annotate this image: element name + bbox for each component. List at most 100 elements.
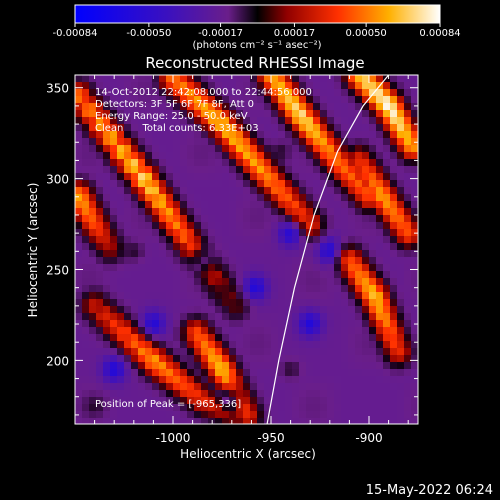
heatmap-cell	[390, 187, 397, 194]
heatmap-cell	[229, 110, 236, 117]
heatmap-cell	[320, 362, 327, 369]
heatmap-cell	[201, 362, 208, 369]
heatmap-cell	[327, 159, 334, 166]
heatmap-cell	[82, 159, 89, 166]
heatmap-cell	[124, 404, 131, 411]
heatmap-cell	[124, 320, 131, 327]
heatmap-cell	[264, 75, 271, 82]
heatmap-cell	[208, 159, 215, 166]
heatmap-cell	[278, 159, 285, 166]
heatmap-cell	[383, 117, 390, 124]
heatmap-cell	[166, 194, 173, 201]
plot-title: Reconstructed RHESSI Image	[145, 54, 364, 72]
heatmap-cell	[243, 159, 250, 166]
heatmap-cell	[341, 180, 348, 187]
heatmap-cell	[145, 383, 152, 390]
heatmap-cell	[404, 201, 411, 208]
heatmap-cell	[327, 390, 334, 397]
heatmap-cell	[138, 215, 145, 222]
heatmap-cell	[369, 89, 376, 96]
heatmap-cell	[215, 180, 222, 187]
heatmap-cell	[82, 299, 89, 306]
heatmap-cell	[390, 257, 397, 264]
heatmap-cell	[131, 411, 138, 418]
heatmap-cell	[201, 117, 208, 124]
heatmap-cell	[383, 138, 390, 145]
heatmap-cell	[369, 236, 376, 243]
heatmap-cell	[138, 404, 145, 411]
heatmap-cell	[383, 292, 390, 299]
heatmap-cell	[271, 208, 278, 215]
heatmap-cell	[313, 110, 320, 117]
heatmap-cell	[355, 229, 362, 236]
heatmap-cell	[362, 187, 369, 194]
heatmap-cell	[215, 341, 222, 348]
heatmap-cell	[313, 243, 320, 250]
heatmap-cell	[404, 334, 411, 341]
heatmap-cell	[180, 103, 187, 110]
heatmap-cell	[285, 173, 292, 180]
heatmap-cell	[334, 229, 341, 236]
heatmap-cell	[397, 110, 404, 117]
heatmap-cell	[166, 355, 173, 362]
heatmap-cell	[103, 397, 110, 404]
heatmap-cell	[131, 257, 138, 264]
heatmap-cell	[124, 117, 131, 124]
heatmap-cell	[383, 229, 390, 236]
heatmap-cell	[96, 82, 103, 89]
heatmap-cell	[243, 96, 250, 103]
heatmap-cell	[271, 201, 278, 208]
heatmap-cell	[173, 194, 180, 201]
heatmap-cell	[257, 152, 264, 159]
heatmap-cell	[341, 306, 348, 313]
heatmap-cell	[334, 145, 341, 152]
heatmap-cell	[383, 145, 390, 152]
heatmap-cell	[89, 306, 96, 313]
heatmap-cell	[222, 96, 229, 103]
heatmap-cell	[397, 411, 404, 418]
heatmap-cell	[362, 236, 369, 243]
heatmap-cell	[194, 292, 201, 299]
heatmap-cell	[313, 187, 320, 194]
heatmap-cell	[285, 271, 292, 278]
heatmap-cell	[257, 250, 264, 257]
heatmap-cell	[348, 222, 355, 229]
heatmap-cell	[264, 313, 271, 320]
heatmap-cell	[110, 187, 117, 194]
heatmap-cell	[229, 103, 236, 110]
heatmap-cell	[383, 180, 390, 187]
heatmap-cell	[369, 110, 376, 117]
heatmap-cell	[166, 369, 173, 376]
heatmap-cell	[208, 404, 215, 411]
heatmap-cell	[243, 404, 250, 411]
heatmap-cell	[187, 278, 194, 285]
heatmap-cell	[215, 243, 222, 250]
heatmap-cell	[327, 334, 334, 341]
heatmap-cell	[117, 187, 124, 194]
heatmap-cell	[75, 292, 82, 299]
heatmap-cell	[194, 96, 201, 103]
heatmap-cell	[208, 194, 215, 201]
heatmap-cell	[250, 82, 257, 89]
heatmap-cell	[348, 348, 355, 355]
heatmap-cell	[103, 215, 110, 222]
heatmap-cell	[110, 208, 117, 215]
heatmap-cell	[397, 292, 404, 299]
heatmap-cell	[145, 313, 152, 320]
heatmap-cell	[166, 180, 173, 187]
heatmap-cell	[187, 236, 194, 243]
heatmap-cell	[152, 404, 159, 411]
heatmap-cell	[285, 222, 292, 229]
heatmap-cell	[383, 404, 390, 411]
heatmap-cell	[103, 124, 110, 131]
heatmap-cell	[208, 257, 215, 264]
heatmap-cell	[341, 222, 348, 229]
heatmap-cell	[355, 355, 362, 362]
heatmap-cell	[376, 257, 383, 264]
heatmap-cell	[348, 264, 355, 271]
heatmap-cell	[131, 397, 138, 404]
heatmap-cell	[250, 285, 257, 292]
heatmap-cell	[103, 173, 110, 180]
heatmap-cell	[215, 264, 222, 271]
heatmap-cell	[306, 362, 313, 369]
